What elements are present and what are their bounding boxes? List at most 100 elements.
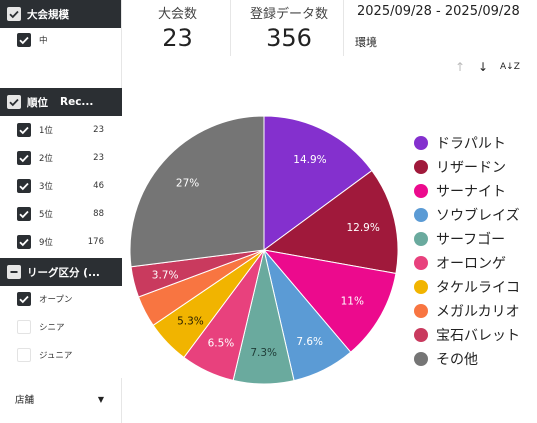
pie-slice[interactable] [137, 249, 265, 327]
drill-down-icon[interactable]: ↓ [478, 60, 489, 74]
legend-item[interactable]: サーフゴー [414, 227, 520, 251]
pie-slice[interactable] [262, 169, 399, 275]
scorecard-value: 356 [266, 24, 312, 52]
pie-slice[interactable] [152, 249, 265, 359]
filter-item-label: 2位 [39, 154, 53, 164]
filter-item-count: 23 [93, 125, 104, 135]
checkbox-icon[interactable] [17, 235, 31, 249]
legend-swatch [414, 304, 428, 318]
filter-item-label: 1位 [39, 126, 53, 136]
filter-item-count: 23 [93, 153, 104, 163]
sort-az-icon[interactable]: A↓Z [500, 62, 520, 72]
slice-data-label: 7.3% [250, 347, 277, 359]
filter-header-label: リーグ区分 (... [27, 266, 100, 279]
slice-data-label: 27% [176, 178, 199, 190]
filter-item[interactable]: 9位 176 [0, 229, 122, 255]
checkbox-indeterminate-icon[interactable] [7, 265, 21, 279]
pie-slice[interactable] [263, 115, 373, 251]
filter-header-rank[interactable]: 順位 Rec... [0, 88, 122, 116]
legend-label: リザードン [436, 160, 506, 176]
legend-item[interactable]: オーロンゲ [414, 251, 520, 275]
legend-label: その他 [436, 352, 478, 368]
filter-header-label: 大会規模 [27, 8, 69, 21]
legend-item[interactable]: タケルライコ [414, 275, 520, 299]
checkbox-icon[interactable] [17, 151, 31, 165]
legend-item[interactable]: 宝石バレット [414, 323, 520, 347]
filter-header-league[interactable]: リーグ区分 (... [0, 258, 122, 286]
filter-item-label: 9位 [39, 238, 53, 248]
checkbox-icon[interactable] [17, 348, 31, 362]
scorecard-title: 大会数 [157, 7, 197, 22]
filter-item[interactable]: シニア [0, 314, 122, 340]
legend-swatch [414, 352, 428, 366]
legend-swatch [414, 232, 428, 246]
filter-item[interactable]: 2位 23 [0, 145, 122, 171]
record-count-header[interactable]: Rec... [60, 96, 94, 108]
legend-swatch [414, 256, 428, 270]
filter-item[interactable]: ジュニア [0, 342, 122, 368]
legend-label: サーナイト [436, 184, 506, 200]
legend-item[interactable]: リザードン [414, 155, 520, 179]
legend-item[interactable]: ドラパルト [414, 131, 520, 155]
legend-label: サーフゴー [436, 232, 506, 248]
filter-item[interactable]: 5位 88 [0, 201, 122, 227]
store-dropdown[interactable]: 店舗 ▼ [0, 386, 122, 412]
legend-swatch [414, 184, 428, 198]
filter-item-label: オープン [39, 295, 73, 305]
slice-data-label: 3.7% [152, 269, 179, 281]
pie-slice[interactable] [130, 249, 265, 298]
filter-item[interactable]: 3位 46 [0, 173, 122, 199]
legend-label: メガルカリオ [436, 304, 520, 320]
legend-swatch [414, 160, 428, 174]
legend-label: 宝石バレット [436, 328, 520, 344]
pie-slice[interactable] [262, 249, 397, 353]
date-range-control[interactable]: 2025/09/28 - 2025/09/28 [357, 4, 520, 19]
scorecard-title: 登録データ数 [249, 7, 328, 22]
legend-label: ドラパルト [436, 136, 506, 152]
checkbox-icon[interactable] [7, 95, 21, 109]
filter-item[interactable]: 1位 23 [0, 117, 122, 143]
filter-header-label: 順位 [27, 96, 48, 109]
legend-label: タケルライコ [436, 280, 520, 296]
scorecard-tournaments: 大会数 23 [130, 0, 225, 56]
chart-legend: ドラパルトリザードンサーナイトソウブレイズ サーフゴーオーロンゲタケルライコ メガル… [414, 131, 520, 371]
pie-slice[interactable] [232, 249, 295, 385]
filter-header-size[interactable]: 大会規模 [0, 0, 122, 28]
panel-divider [121, 378, 122, 423]
filter-item[interactable]: 中 [0, 27, 122, 53]
slice-data-label: 7.6% [296, 336, 323, 348]
filter-item-label: シニア [39, 323, 65, 333]
panel-divider [121, 0, 122, 88]
checkbox-icon[interactable] [17, 123, 31, 137]
filter-item-count: 88 [93, 209, 104, 219]
pie-slice[interactable] [129, 115, 265, 268]
legend-swatch [414, 208, 428, 222]
checkbox-icon[interactable] [17, 207, 31, 221]
legend-swatch [414, 136, 428, 150]
filter-item-label: 3位 [39, 182, 53, 192]
legend-item[interactable]: その他 [414, 347, 520, 371]
checkbox-icon[interactable] [17, 320, 31, 334]
card-separator [343, 0, 344, 56]
pie-slice[interactable] [183, 249, 265, 381]
checkbox-icon[interactable] [17, 292, 31, 306]
checkbox-icon[interactable] [7, 7, 21, 21]
checkbox-icon[interactable] [17, 179, 31, 193]
checkbox-icon[interactable] [17, 33, 31, 47]
filter-item-label: 5位 [39, 210, 53, 220]
filter-item[interactable]: オープン [0, 286, 122, 312]
caret-down-icon: ▼ [97, 394, 104, 404]
slice-data-label: 12.9% [346, 222, 379, 234]
filter-item-count: 46 [93, 181, 104, 191]
pie-slice[interactable] [263, 249, 352, 382]
filter-item-label: ジュニア [39, 351, 73, 361]
filter-item-count: 176 [87, 237, 104, 247]
environment-label: 環境 [355, 36, 377, 49]
legend-label: オーロンゲ [436, 256, 506, 272]
legend-item[interactable]: ソウブレイズ [414, 203, 520, 227]
legend-item[interactable]: サーナイト [414, 179, 520, 203]
drill-up-icon[interactable]: ↑ [455, 60, 466, 74]
legend-label: ソウブレイズ [436, 208, 520, 224]
slice-data-label: 6.5% [208, 337, 235, 349]
legend-item[interactable]: メガルカリオ [414, 299, 520, 323]
